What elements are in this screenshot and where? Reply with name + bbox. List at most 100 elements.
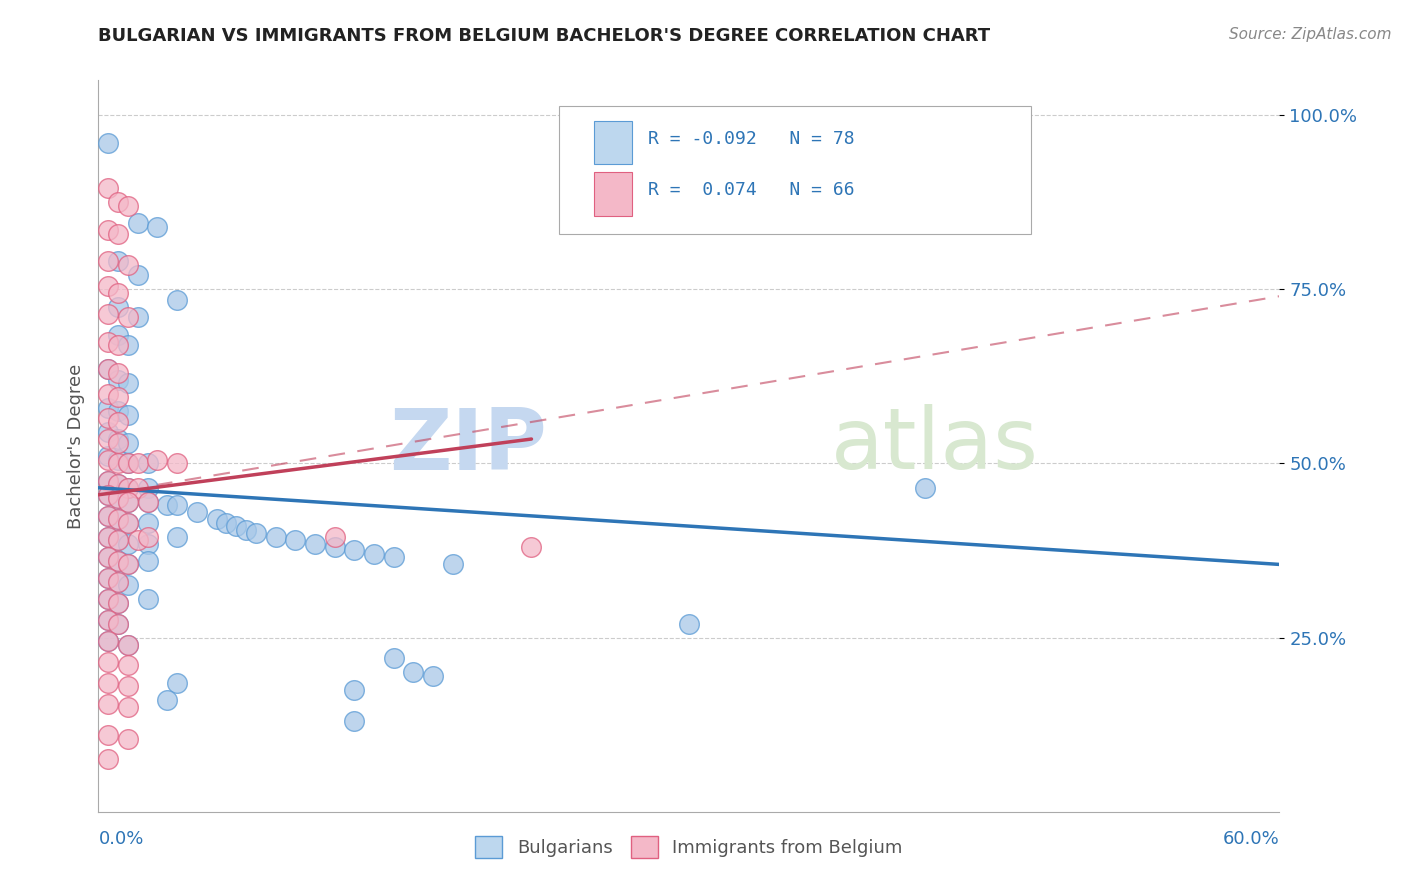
Point xyxy=(136,481,159,495)
Point xyxy=(107,533,129,547)
Point xyxy=(97,728,120,742)
Y-axis label: Bachelor's Degree: Bachelor's Degree xyxy=(66,363,84,529)
Point xyxy=(343,682,366,697)
Point xyxy=(117,558,139,572)
Point xyxy=(117,481,139,495)
Point xyxy=(914,481,936,495)
Point xyxy=(117,731,139,746)
Point xyxy=(117,435,139,450)
Legend: Bulgarians, Immigrants from Belgium: Bulgarians, Immigrants from Belgium xyxy=(468,829,910,865)
Point xyxy=(97,386,120,401)
Point xyxy=(166,457,188,471)
Point xyxy=(107,491,129,506)
Point xyxy=(156,498,179,512)
Point xyxy=(97,450,120,464)
Point xyxy=(117,199,139,213)
Point xyxy=(107,300,129,314)
Point xyxy=(97,613,120,627)
Point xyxy=(245,526,267,541)
Point xyxy=(107,512,129,526)
Point xyxy=(117,310,139,325)
Point xyxy=(117,338,139,352)
Point xyxy=(97,550,120,565)
Point xyxy=(284,533,307,547)
Point xyxy=(97,634,120,648)
Point xyxy=(107,554,129,568)
Point xyxy=(107,554,129,568)
Text: 0.0%: 0.0% xyxy=(98,830,143,848)
Point xyxy=(117,578,139,592)
Point xyxy=(117,679,139,693)
Point xyxy=(107,616,129,631)
Point xyxy=(117,558,139,572)
Point xyxy=(107,404,129,418)
Point xyxy=(107,491,129,506)
Text: R = -0.092   N = 78: R = -0.092 N = 78 xyxy=(648,130,855,148)
Point xyxy=(136,494,159,508)
Point xyxy=(97,223,120,237)
Point xyxy=(127,216,149,230)
Point xyxy=(156,693,179,707)
Point xyxy=(107,435,129,450)
Point xyxy=(117,258,139,272)
Point xyxy=(107,574,129,589)
Point xyxy=(107,373,129,387)
Point xyxy=(97,530,120,544)
Point xyxy=(127,310,149,325)
Point xyxy=(117,457,139,471)
Point xyxy=(323,530,346,544)
Point xyxy=(107,338,129,352)
Point xyxy=(97,676,120,690)
Point xyxy=(402,665,425,680)
Text: atlas: atlas xyxy=(831,404,1039,488)
Point xyxy=(97,508,120,523)
Bar xyxy=(595,120,633,164)
Point xyxy=(97,254,120,268)
Point xyxy=(205,512,228,526)
Point xyxy=(107,616,129,631)
Point xyxy=(97,181,120,195)
Point xyxy=(127,268,149,283)
Text: R =  0.074   N = 66: R = 0.074 N = 66 xyxy=(648,181,855,199)
Point xyxy=(97,592,120,607)
Point xyxy=(97,571,120,585)
Point xyxy=(97,453,120,467)
Point xyxy=(97,752,120,766)
Point xyxy=(382,550,405,565)
Point xyxy=(127,481,149,495)
Point xyxy=(107,477,129,491)
Point xyxy=(107,327,129,342)
Point xyxy=(97,550,120,565)
Point xyxy=(107,457,129,471)
Point xyxy=(117,700,139,714)
Point xyxy=(127,457,149,471)
Point xyxy=(107,596,129,610)
Point xyxy=(235,523,257,537)
Point xyxy=(107,390,129,404)
Point xyxy=(97,697,120,711)
Point xyxy=(107,366,129,380)
Point xyxy=(107,227,129,241)
Point xyxy=(225,519,247,533)
Point xyxy=(304,536,326,550)
Point xyxy=(136,530,159,544)
Point xyxy=(136,516,159,530)
Point xyxy=(117,516,139,530)
Point xyxy=(97,334,120,349)
Text: 60.0%: 60.0% xyxy=(1223,830,1279,848)
Point xyxy=(127,533,149,547)
Point xyxy=(186,505,208,519)
Text: BULGARIAN VS IMMIGRANTS FROM BELGIUM BACHELOR'S DEGREE CORRELATION CHART: BULGARIAN VS IMMIGRANTS FROM BELGIUM BAC… xyxy=(98,27,991,45)
Point xyxy=(107,596,129,610)
Point xyxy=(363,547,385,561)
Point xyxy=(117,457,139,471)
Point xyxy=(97,634,120,648)
Point xyxy=(107,512,129,526)
Point xyxy=(107,477,129,491)
Point xyxy=(166,676,188,690)
Point xyxy=(97,401,120,415)
Point xyxy=(343,543,366,558)
Point xyxy=(343,714,366,728)
Point xyxy=(97,362,120,376)
Point xyxy=(107,285,129,300)
